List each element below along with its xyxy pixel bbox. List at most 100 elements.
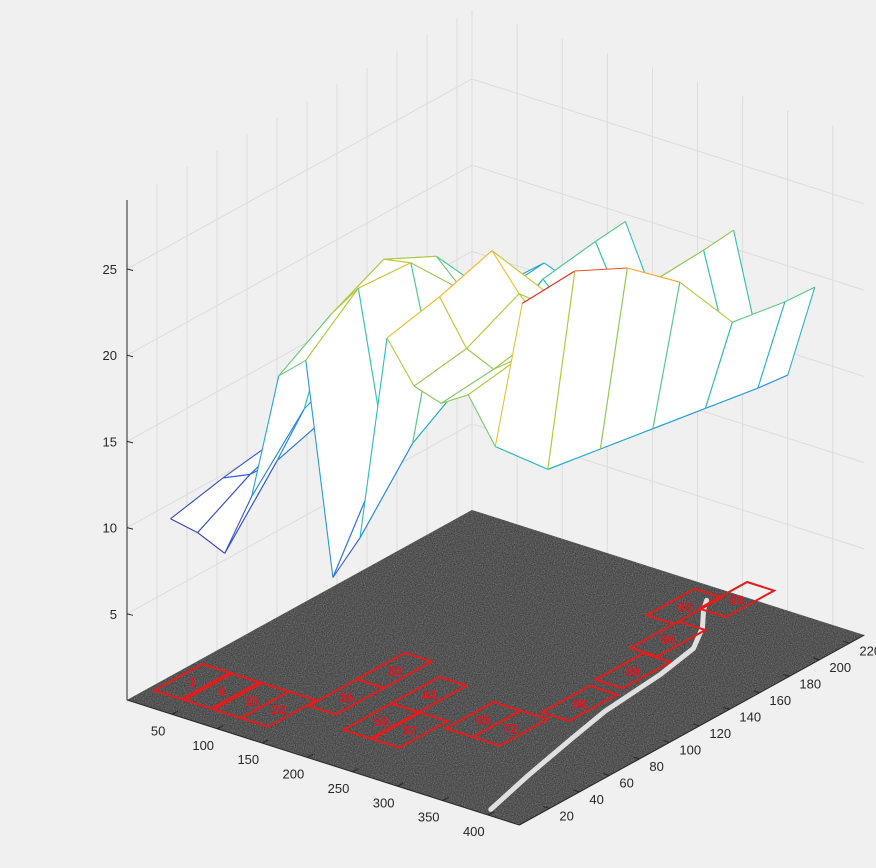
surface-mesh — [170, 221, 816, 578]
y-tick-label: 60 — [619, 775, 633, 790]
mesh-edge — [386, 296, 440, 339]
mesh-edge — [595, 221, 626, 243]
x-tick-label: 50 — [151, 723, 165, 738]
z-tick-label: 5 — [110, 607, 117, 622]
mesh-edge — [359, 337, 388, 538]
patch-label: 50 — [374, 714, 388, 729]
z-tick-label: 20 — [103, 348, 117, 363]
mesh-edge — [358, 262, 412, 289]
mesh-edge — [757, 374, 789, 389]
patch-box — [181, 672, 262, 710]
mesh-edge — [705, 387, 758, 409]
mesh-face — [705, 301, 785, 409]
mesh-edge — [495, 445, 549, 470]
mesh-face — [170, 474, 251, 533]
z-tick — [126, 613, 134, 616]
z-tick — [126, 268, 134, 271]
mesh-edge — [542, 241, 596, 280]
mesh-edge — [278, 359, 307, 377]
mesh-edge — [305, 287, 359, 361]
mesh-edge — [413, 348, 467, 387]
mesh-edge — [197, 474, 251, 533]
mesh-edge — [276, 408, 305, 461]
mesh-edge — [439, 296, 468, 349]
x-tick — [397, 782, 404, 787]
mesh-face — [331, 259, 411, 315]
mesh-face — [600, 268, 680, 449]
mesh-face — [305, 288, 386, 578]
z-tick — [126, 440, 134, 444]
mesh-edge — [251, 408, 305, 497]
mesh-edge — [494, 303, 523, 447]
y-tick-label: 200 — [829, 660, 851, 675]
mesh-edge — [704, 322, 733, 409]
mesh-edge — [491, 250, 520, 295]
mesh-edge — [359, 443, 413, 539]
mesh-edge — [679, 281, 733, 323]
grid-line — [471, 78, 865, 205]
y-tick-label: 40 — [589, 792, 603, 807]
mesh-edge — [439, 250, 493, 298]
z-tick — [126, 354, 134, 358]
mesh-face — [547, 268, 628, 470]
y-tick-label: 180 — [799, 676, 821, 691]
mesh-edge — [784, 286, 816, 303]
patch-box — [238, 690, 319, 728]
patch-box — [340, 702, 421, 740]
patch-box — [306, 678, 387, 716]
mesh-edge — [547, 270, 576, 470]
patch-box — [696, 580, 777, 619]
mesh-face — [441, 357, 521, 404]
mesh-face — [495, 271, 575, 470]
mesh-face — [652, 282, 733, 429]
grid-line — [126, 164, 473, 356]
mesh-edge — [278, 313, 332, 377]
patch-label: 80 — [572, 696, 586, 711]
axes: 5101520255010015020025030035040020406080… — [103, 200, 876, 839]
z-tick-label: 10 — [103, 521, 117, 536]
mesh-face — [439, 250, 520, 349]
y-tick-label: 20 — [559, 809, 573, 824]
y-tick — [813, 657, 820, 661]
x-tick-label: 400 — [463, 824, 485, 839]
patch-label: 36 — [339, 690, 353, 705]
x-tick — [352, 768, 359, 773]
y-tick — [603, 773, 610, 776]
x-tick — [487, 811, 495, 816]
patch-label: 90 — [677, 599, 691, 614]
mesh-edge — [491, 250, 545, 292]
patch-box — [470, 709, 551, 747]
patch-box — [151, 662, 232, 701]
mesh-edge — [330, 287, 359, 315]
mesh-edge — [652, 282, 681, 429]
mesh-edge — [757, 301, 786, 389]
mesh-face — [383, 256, 464, 291]
mesh-edge — [627, 267, 680, 283]
y-tick — [693, 723, 700, 727]
mesh-edge — [413, 385, 442, 404]
y-tick-label: 220 — [859, 643, 876, 658]
patch-box — [627, 620, 708, 658]
patch-box — [539, 684, 620, 722]
y-tick — [573, 789, 580, 793]
y-tick — [633, 756, 640, 760]
y-tick — [783, 673, 790, 677]
mesh-edge — [332, 537, 361, 578]
y-tick — [723, 706, 730, 710]
patch-label: 57 — [403, 723, 417, 738]
patch-label: 30 — [387, 663, 401, 678]
mesh-edge — [732, 301, 785, 323]
mesh-edge — [224, 460, 278, 554]
mesh-edge — [547, 448, 601, 470]
patch-label: 72 — [503, 721, 517, 736]
z-tick-label: 25 — [103, 262, 117, 277]
mesh-edge — [383, 255, 437, 260]
crack-line — [488, 597, 710, 812]
mesh-edge — [467, 394, 496, 447]
mesh-edge — [305, 360, 334, 578]
y-tick-label: 120 — [709, 726, 731, 741]
patch-label: 88 — [626, 664, 640, 679]
